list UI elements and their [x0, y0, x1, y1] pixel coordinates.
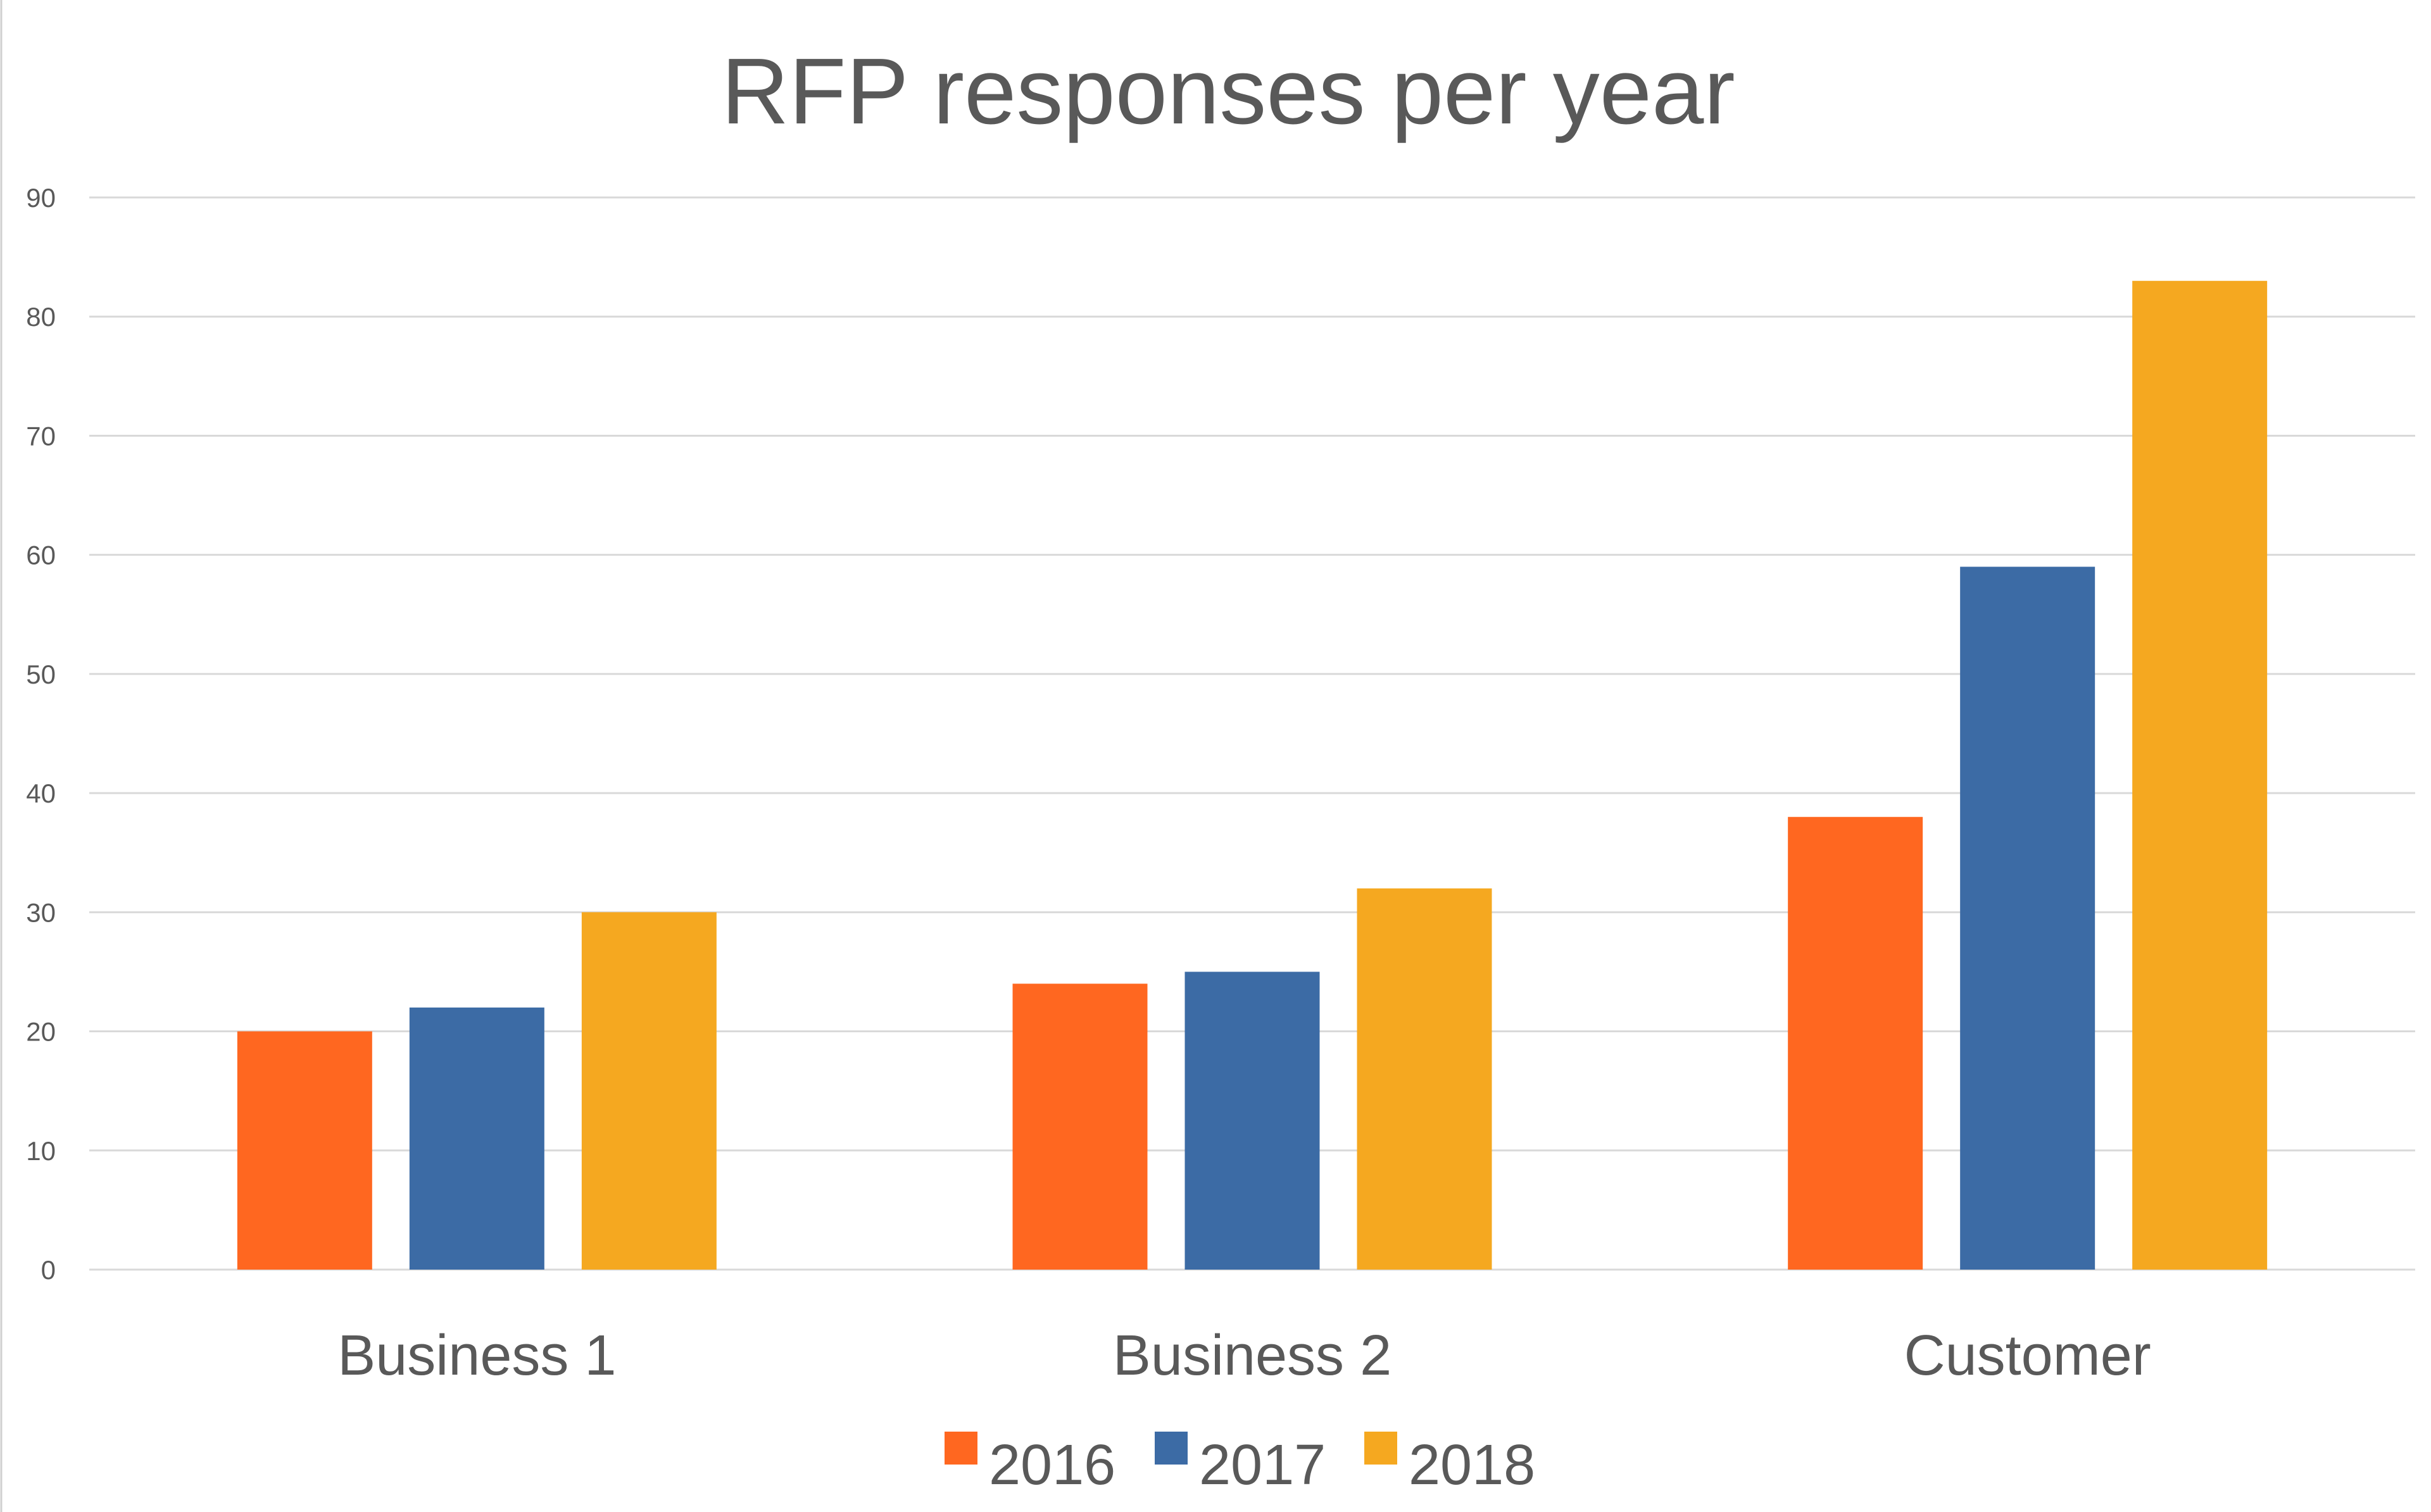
bar-2017-customer	[1960, 566, 2095, 1270]
x-tick-label: Business 2	[1113, 1324, 1391, 1387]
legend-label: 2018	[1409, 1434, 1535, 1497]
y-tick-label: 70	[26, 421, 56, 451]
y-tick-label: 90	[26, 183, 56, 213]
legend: 2016 2017 2018	[945, 1432, 1535, 1497]
bar-2016-business-2	[1012, 984, 1148, 1270]
x-tick-label: Business 1	[337, 1324, 616, 1387]
y-tick-label: 40	[26, 778, 56, 808]
bar-2018-business-2	[1357, 888, 1492, 1270]
y-tick-label: 0	[41, 1255, 56, 1285]
legend-swatch-2016	[945, 1432, 977, 1465]
bar-2017-business-1	[409, 1007, 544, 1270]
y-axis-ticks: 0 10 20 30 40 50 60 70 80 90	[26, 183, 56, 1285]
legend-swatch-2017	[1155, 1432, 1188, 1465]
y-tick-label: 80	[26, 302, 56, 332]
bar-2016-customer	[1788, 816, 1923, 1270]
legend-label: 2017	[1199, 1434, 1326, 1497]
y-tick-label: 50	[26, 659, 56, 689]
bars	[237, 280, 2268, 1270]
bar-2018-business-1	[581, 912, 717, 1270]
y-tick-label: 60	[26, 540, 56, 570]
legend-label: 2016	[989, 1434, 1115, 1497]
y-tick-label: 20	[26, 1017, 56, 1047]
legend-swatch-2018	[1364, 1432, 1397, 1465]
bar-2018-customer	[2132, 280, 2268, 1270]
y-tick-label: 10	[26, 1136, 56, 1166]
bar-2017-business-2	[1184, 972, 1320, 1270]
bar-2016-business-1	[237, 1031, 372, 1270]
x-axis-ticks: Business 1 Business 2 Customer	[337, 1324, 2151, 1387]
y-tick-label: 30	[26, 897, 56, 927]
x-tick-label: Customer	[1904, 1324, 2151, 1387]
chart-title: RFP responses per year	[721, 39, 1735, 144]
